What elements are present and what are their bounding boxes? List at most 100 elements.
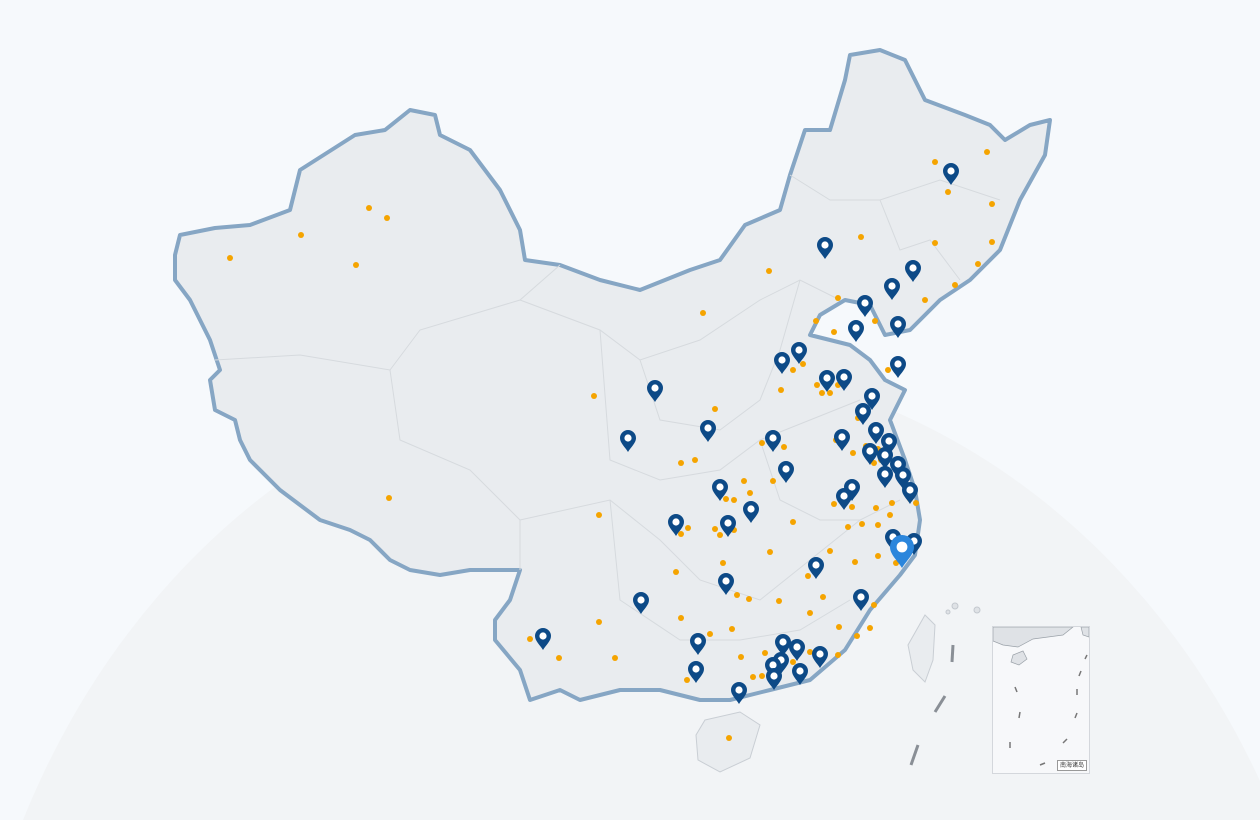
map-pin[interactable] bbox=[890, 316, 906, 338]
map-pin[interactable] bbox=[862, 443, 878, 465]
city-dot bbox=[684, 677, 690, 683]
map-pin[interactable] bbox=[943, 163, 959, 185]
pin-center bbox=[672, 518, 680, 526]
city-dot bbox=[596, 619, 602, 625]
map-pin[interactable] bbox=[868, 422, 884, 444]
map-pin[interactable] bbox=[857, 295, 873, 317]
city-dot bbox=[741, 478, 747, 484]
map-pin[interactable] bbox=[817, 237, 833, 259]
city-dot bbox=[298, 232, 304, 238]
map-pin[interactable] bbox=[877, 447, 893, 469]
map-pin[interactable] bbox=[766, 668, 782, 690]
city-dot bbox=[875, 553, 881, 559]
map-pin[interactable] bbox=[890, 456, 906, 478]
map-pin[interactable] bbox=[853, 589, 869, 611]
map-pin[interactable] bbox=[808, 557, 824, 579]
map-pin[interactable] bbox=[778, 461, 794, 483]
city-dot bbox=[835, 652, 841, 658]
pin-center bbox=[624, 434, 632, 442]
map-pin[interactable] bbox=[855, 403, 871, 425]
city-dot bbox=[849, 504, 855, 510]
map-pin[interactable] bbox=[700, 420, 716, 442]
city-dot bbox=[723, 496, 729, 502]
map-pin[interactable] bbox=[836, 488, 852, 510]
pin-center bbox=[896, 541, 908, 553]
city-dot bbox=[850, 450, 856, 456]
map-pin[interactable] bbox=[848, 320, 864, 342]
map-pin[interactable] bbox=[905, 260, 921, 282]
pin-center bbox=[852, 324, 860, 332]
map-pin[interactable] bbox=[834, 429, 850, 451]
city-dot bbox=[678, 615, 684, 621]
map-pin[interactable] bbox=[844, 479, 860, 501]
map-pin[interactable] bbox=[774, 352, 790, 374]
map-pin[interactable] bbox=[819, 370, 835, 392]
city-dot bbox=[767, 549, 773, 555]
map-pin[interactable] bbox=[620, 430, 636, 452]
city-dot bbox=[889, 500, 895, 506]
city-dot bbox=[854, 633, 860, 639]
city-dot bbox=[807, 610, 813, 616]
map-pin[interactable] bbox=[792, 663, 808, 685]
map-pin[interactable] bbox=[720, 515, 736, 537]
map-pin[interactable] bbox=[731, 682, 747, 704]
city-dot bbox=[678, 460, 684, 466]
city-dot bbox=[776, 598, 782, 604]
province-borders bbox=[214, 174, 1001, 641]
map-pin[interactable] bbox=[775, 634, 791, 656]
city-dot bbox=[975, 261, 981, 267]
map-pin[interactable] bbox=[743, 501, 759, 523]
map-pin[interactable] bbox=[836, 369, 852, 391]
map-pin[interactable] bbox=[535, 628, 551, 650]
map-pin[interactable] bbox=[690, 633, 706, 655]
city-dot bbox=[712, 406, 718, 412]
city-dot bbox=[591, 393, 597, 399]
city-dot bbox=[836, 624, 842, 630]
city-dot bbox=[945, 189, 951, 195]
map-pin[interactable] bbox=[647, 380, 663, 402]
pin-center bbox=[899, 471, 907, 479]
map-pin[interactable] bbox=[791, 342, 807, 364]
city-dot bbox=[790, 519, 796, 525]
map-pin[interactable] bbox=[668, 514, 684, 536]
pin-center bbox=[724, 519, 732, 527]
map-pin[interactable] bbox=[812, 646, 828, 668]
city-dot bbox=[835, 295, 841, 301]
map-pin[interactable] bbox=[688, 661, 704, 683]
city-dot bbox=[805, 573, 811, 579]
hainan-island bbox=[695, 711, 761, 773]
city-dots bbox=[227, 149, 995, 741]
map-pin[interactable] bbox=[884, 278, 900, 300]
inset-label: 南海诸岛 bbox=[1056, 760, 1087, 771]
city-dot bbox=[596, 512, 602, 518]
pin-center bbox=[881, 451, 889, 459]
city-dot bbox=[386, 495, 392, 501]
map-pin[interactable] bbox=[712, 479, 728, 501]
pin-center bbox=[778, 356, 786, 364]
pin-center bbox=[747, 505, 755, 513]
map-pin[interactable] bbox=[633, 592, 649, 614]
map-pin[interactable] bbox=[877, 466, 893, 488]
pin-center bbox=[894, 460, 902, 468]
map-pin[interactable] bbox=[765, 657, 781, 679]
city-dot bbox=[738, 654, 744, 660]
map-pin[interactable] bbox=[902, 482, 918, 504]
small-islands bbox=[945, 602, 981, 615]
china-mainland bbox=[173, 48, 1052, 702]
pin-center bbox=[906, 486, 914, 494]
map-pin[interactable] bbox=[881, 433, 897, 455]
map-pin[interactable] bbox=[765, 430, 781, 452]
pin-center bbox=[779, 638, 787, 646]
map-pin[interactable] bbox=[718, 573, 734, 595]
map-pin[interactable] bbox=[895, 467, 911, 489]
pin-center bbox=[722, 577, 730, 585]
city-dot bbox=[678, 531, 684, 537]
city-dot bbox=[726, 735, 732, 741]
city-dot bbox=[717, 532, 723, 538]
city-dot bbox=[527, 636, 533, 642]
map-pin-selected[interactable] bbox=[890, 535, 914, 568]
map-pin[interactable] bbox=[890, 356, 906, 378]
map-pin[interactable] bbox=[864, 388, 880, 410]
map-pin[interactable] bbox=[789, 639, 805, 661]
